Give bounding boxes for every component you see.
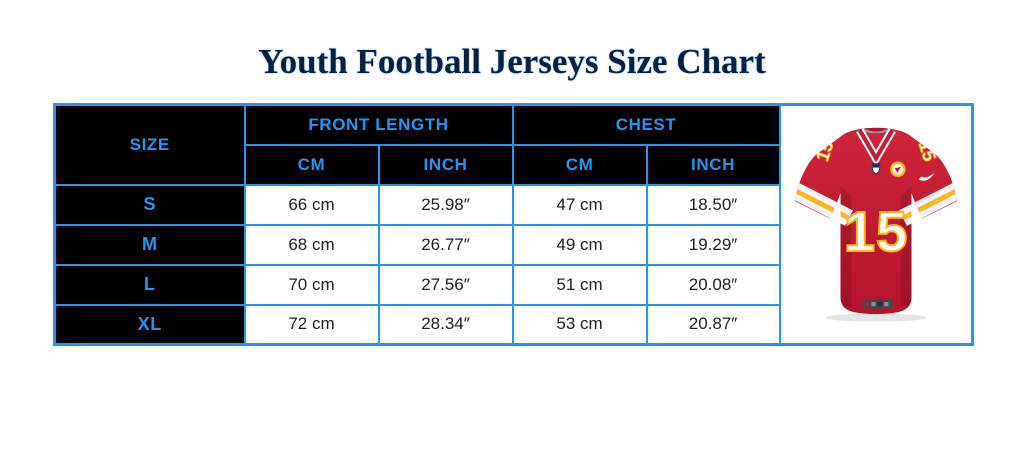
jersey-number-front: 15 xyxy=(843,200,908,263)
front-cm-value: 68 cm xyxy=(243,223,380,266)
front-inch-header: INCH xyxy=(377,143,514,186)
nfl-shield-top xyxy=(872,164,879,168)
chest-inch-value: 20.87″ xyxy=(645,303,781,346)
table-row: XL 72 cm 28.34″ 53 cm 20.87″ xyxy=(53,303,973,346)
chest-cm-value: 49 cm xyxy=(511,223,648,266)
jersey-shadow xyxy=(824,313,927,322)
front-inch-value: 28.34″ xyxy=(377,303,514,346)
jock-tag-label xyxy=(877,302,882,307)
swoosh-icon xyxy=(918,172,935,181)
jersey-body xyxy=(794,127,957,315)
chest-cm-value: 51 cm xyxy=(511,263,648,306)
front-length-header: FRONT LENGTH xyxy=(243,103,514,146)
chest-inch-value: 19.29″ xyxy=(645,223,781,266)
jock-tag-label xyxy=(871,302,876,307)
table-row: S 66 cm 25.98″ 47 cm 18.50″ xyxy=(53,183,973,226)
chest-inch-value: 20.08″ xyxy=(645,263,781,306)
front-cm-value: 72 cm xyxy=(243,303,380,346)
table-row: M 68 cm 26.77″ 49 cm 19.29″ xyxy=(53,223,973,266)
unit-header-row: CM INCH CM INCH xyxy=(55,143,973,186)
jock-tag-logo xyxy=(864,302,869,307)
chest-inch-value: 18.50″ xyxy=(645,183,781,226)
jock-tag-label xyxy=(883,302,889,307)
table-row: L 70 cm 27.56″ 51 cm 20.08″ xyxy=(53,263,973,306)
size-column-header: SIZE xyxy=(53,103,246,186)
jersey-image-cell: 15 15 15 xyxy=(778,103,974,346)
collar xyxy=(857,129,894,163)
front-inch-value: 25.98″ xyxy=(377,183,514,226)
front-inch-value: 27.56″ xyxy=(377,263,514,306)
size-label: M xyxy=(53,223,246,266)
front-cm-value: 66 cm xyxy=(243,183,380,226)
jock-tag xyxy=(862,299,894,309)
page-title: Youth Football Jerseys Size Chart xyxy=(258,42,766,81)
chest-cm-value: 53 cm xyxy=(511,303,648,346)
front-cm-header: CM xyxy=(243,143,380,186)
team-patch-arrowhead xyxy=(894,166,901,173)
chest-inch-header: INCH xyxy=(645,143,781,186)
size-chart-table: SIZE FRONT LENGTH CHEST xyxy=(53,103,975,346)
chest-cm-value: 47 cm xyxy=(511,183,648,226)
front-inch-value: 26.77″ xyxy=(377,223,514,266)
size-label: S xyxy=(53,183,246,226)
jersey-image: 15 15 15 xyxy=(794,127,957,322)
size-label: XL xyxy=(53,303,246,346)
back-collar xyxy=(861,127,890,132)
chest-cm-header: CM xyxy=(511,143,648,186)
chest-header: CHEST xyxy=(511,103,781,146)
group-header-row: SIZE FRONT LENGTH CHEST xyxy=(53,103,974,346)
size-label: L xyxy=(53,263,246,306)
front-cm-value: 70 cm xyxy=(243,263,380,306)
